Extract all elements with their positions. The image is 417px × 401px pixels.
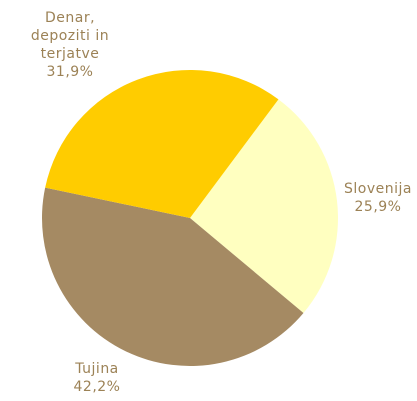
pie-slice xyxy=(45,70,279,218)
value-label: 31,9% xyxy=(46,64,94,80)
value-label: 25,9% xyxy=(354,199,402,215)
pie-slice xyxy=(41,187,304,367)
value-label: 42,2% xyxy=(73,379,121,395)
category-label: Tujina xyxy=(75,361,119,377)
category-label: Denar, depoziti in terjatve xyxy=(30,10,110,62)
pie-slice xyxy=(190,99,338,314)
slice-label: Slovenija 25,9% xyxy=(333,180,417,216)
slice-label: Denar, depoziti in terjatve 31,9% xyxy=(14,9,126,81)
category-label: Slovenija xyxy=(344,181,412,197)
slice-label: Tujina 42,2% xyxy=(52,360,142,396)
